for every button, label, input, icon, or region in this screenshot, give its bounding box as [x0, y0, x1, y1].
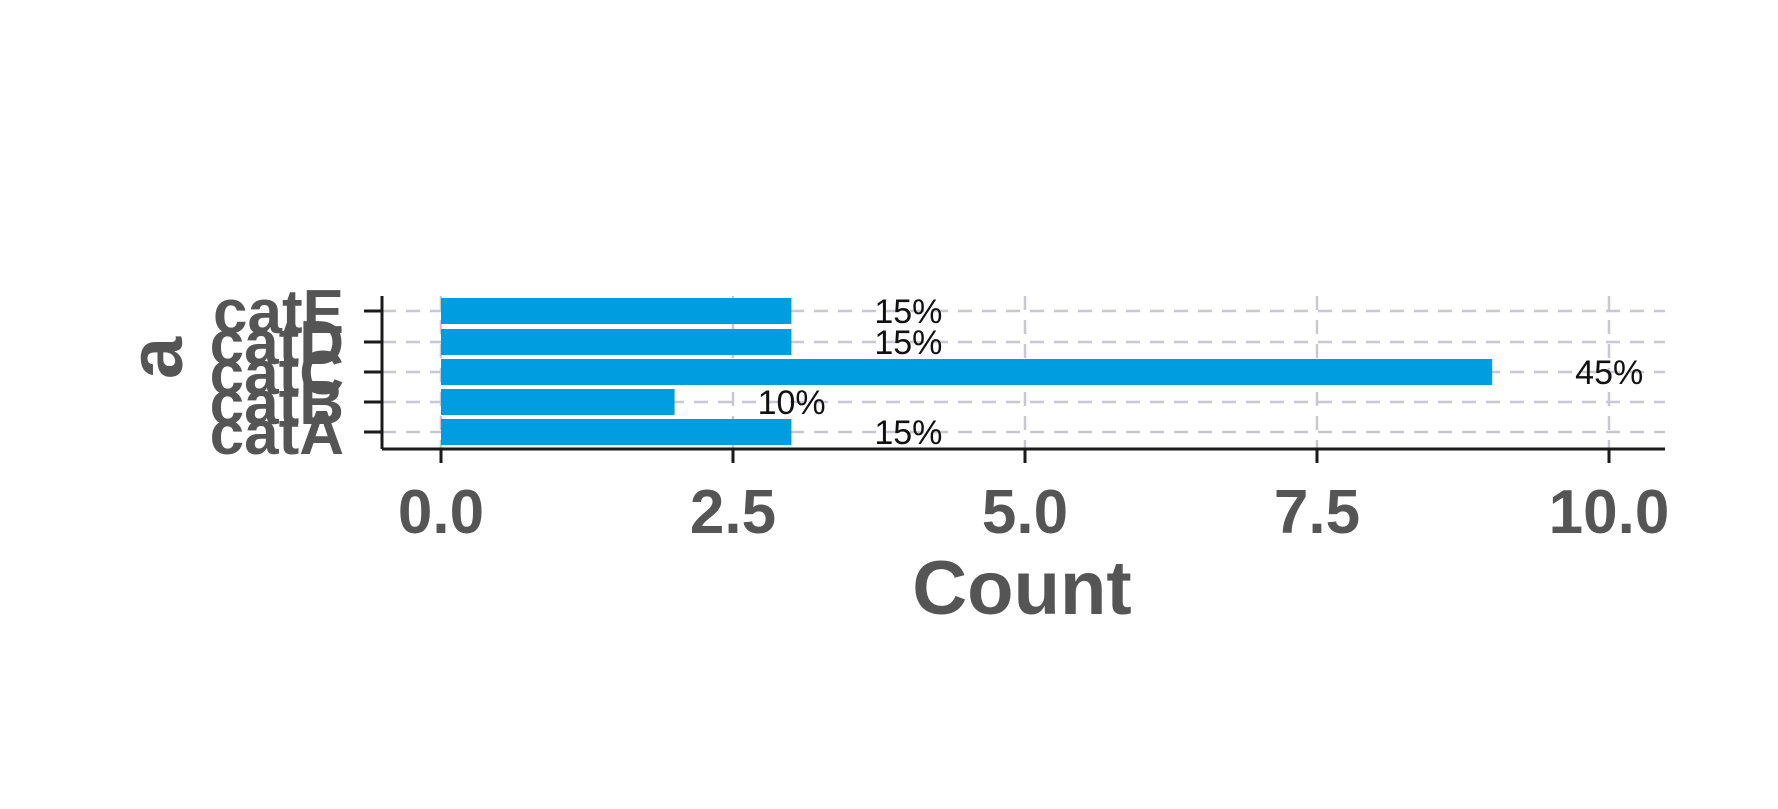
y-tick-label-catB: catB	[210, 369, 344, 438]
x-axis-title: Count	[912, 546, 1131, 631]
bar-catD	[441, 329, 792, 355]
bar-label-catD: 15%	[874, 324, 942, 362]
bar-label-catA: 15%	[874, 414, 942, 452]
x-tick-label: 5.0	[982, 478, 1068, 547]
bar-catA	[441, 419, 792, 445]
bar-labels: 15%10%45%15%15%	[758, 293, 1644, 452]
bar-catE	[441, 298, 792, 324]
y-axis-title: a	[114, 336, 199, 379]
bar-catC	[441, 359, 1493, 385]
bar-label-catE: 15%	[874, 293, 942, 331]
bar-catB	[441, 389, 675, 415]
y-tick-label-catC: catC	[210, 339, 344, 408]
x-tick-label: 7.5	[1274, 478, 1360, 547]
x-tick-label: 0.0	[398, 478, 484, 547]
bar-label-catB: 10%	[758, 384, 826, 422]
y-tick-label-catA: catA	[210, 399, 344, 468]
y-tick-label-catE: catE	[213, 278, 344, 347]
y-tick-label-catD: catD	[210, 309, 344, 378]
bar-label-catC: 45%	[1575, 354, 1643, 392]
x-tick-label: 2.5	[690, 478, 776, 547]
x-ticks: 0.0 2.5 5.0 7.5 10.0	[398, 449, 1669, 547]
bars	[441, 298, 1493, 445]
x-tick-label: 10.0	[1549, 478, 1670, 547]
